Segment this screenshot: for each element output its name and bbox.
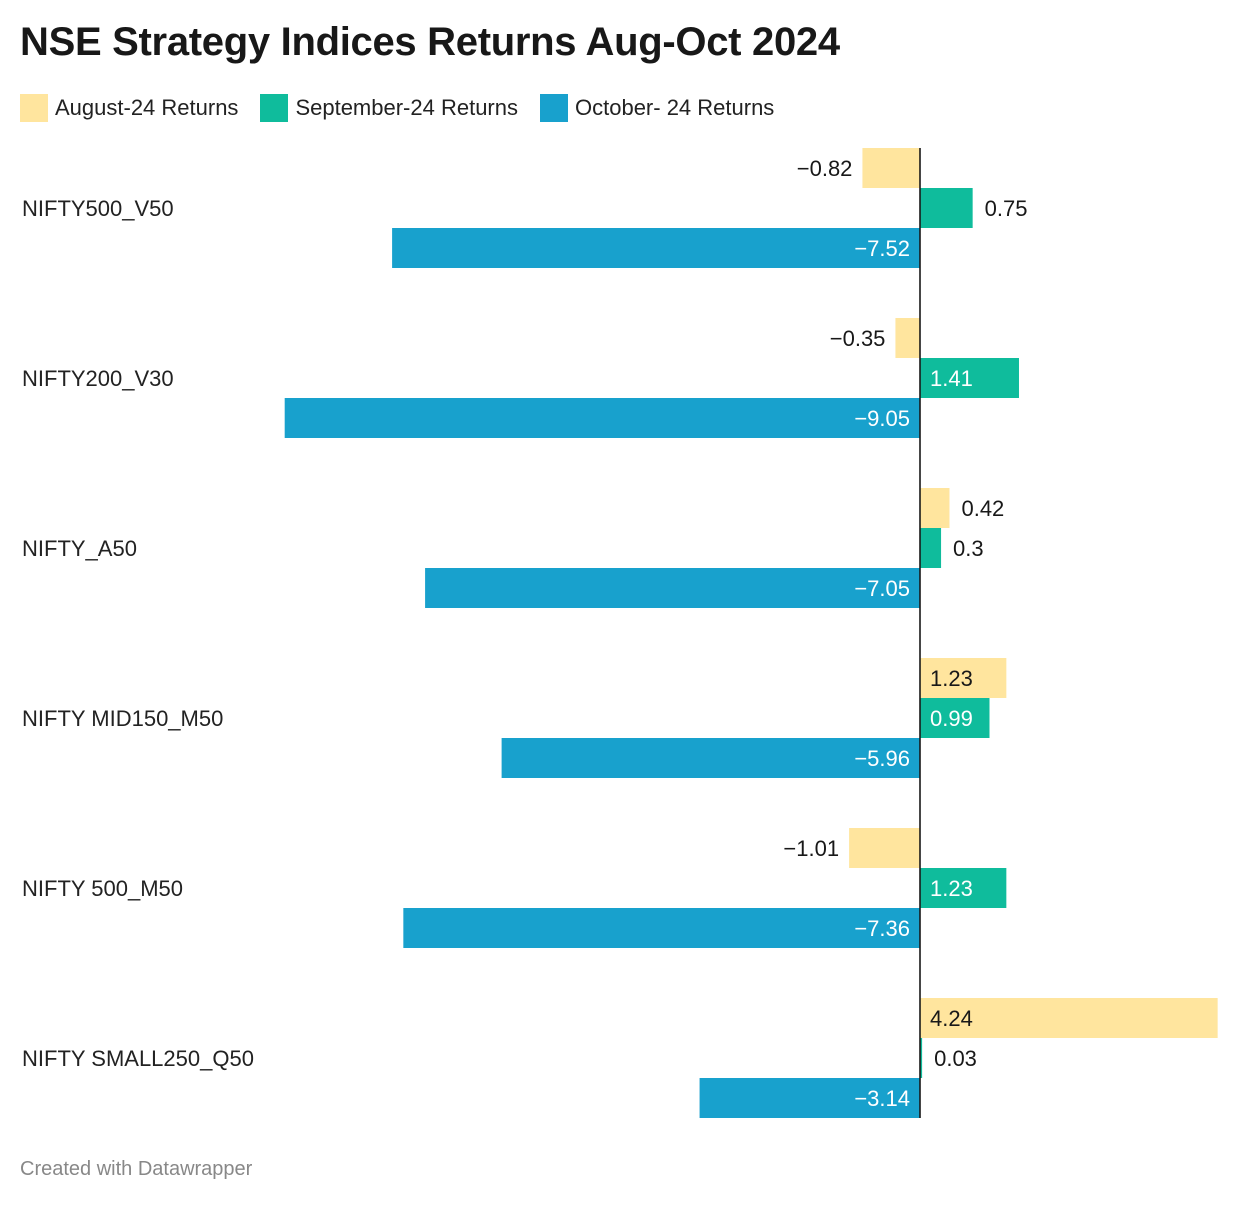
- footer-credit: Created with Datawrapper: [20, 1158, 253, 1180]
- bar-august: [862, 148, 920, 188]
- legend-item-august: August-24 Returns: [20, 94, 238, 122]
- legend-swatch-september: [260, 94, 289, 122]
- bar-september: [920, 528, 942, 568]
- legend-swatch-august: [20, 94, 48, 122]
- bar-october: [425, 568, 920, 608]
- value-label: −5.96: [854, 746, 910, 771]
- value-label: 1.23: [930, 876, 973, 901]
- value-label: −1.01: [783, 836, 839, 861]
- value-label: −7.05: [854, 576, 910, 601]
- category-label: NIFTY SMALL250_Q50: [22, 1046, 254, 1071]
- legend-item-september: September-24 Returns: [260, 94, 518, 122]
- value-label: −7.36: [854, 916, 910, 941]
- value-label: −9.05: [854, 406, 910, 431]
- bar-october: [284, 398, 920, 438]
- value-label: 0.75: [985, 196, 1028, 221]
- value-label: 1.23: [930, 666, 973, 691]
- value-label: −3.14: [854, 1086, 910, 1111]
- category-label: NIFTY200_V30: [22, 366, 174, 391]
- chart-title: NSE Strategy Indices Returns Aug-Oct 202…: [20, 20, 840, 64]
- bar-august: [849, 828, 920, 868]
- bar-september: [920, 868, 1007, 908]
- value-label: 4.24: [930, 1006, 973, 1031]
- value-label: 0.99: [930, 706, 973, 731]
- category-label: NIFTY500_V50: [22, 196, 174, 221]
- category-label: NIFTY_A50: [22, 536, 137, 561]
- legend: August-24 Returns September-24 Returns O…: [20, 93, 796, 123]
- legend-label-september: September-24 Returns: [295, 95, 518, 120]
- bar-august: [920, 658, 1007, 698]
- value-label: 0.03: [934, 1046, 977, 1071]
- bar-chart: NIFTY500_V50 −0.82 0.75 −7.52 NIFTY200_V30 −0…: [22, 148, 1218, 1118]
- bar-september: [920, 1038, 923, 1078]
- value-label: −0.35: [830, 326, 886, 351]
- bar-october: [403, 908, 920, 948]
- category-label: NIFTY MID150_M50: [22, 706, 223, 731]
- bar-august: [920, 998, 1218, 1038]
- bar-september: [920, 188, 973, 228]
- bar-september: [920, 698, 990, 738]
- value-label: −7.52: [854, 236, 910, 261]
- bar-august: [920, 488, 950, 528]
- category-label: NIFTY 500_M50: [22, 876, 183, 901]
- bar-october: [501, 738, 920, 778]
- bar-october: [392, 228, 920, 268]
- legend-item-october: October- 24 Returns: [540, 94, 774, 122]
- bar-august: [895, 318, 920, 358]
- legend-label-august: August-24 Returns: [55, 95, 239, 120]
- legend-label-october: October- 24 Returns: [575, 95, 775, 120]
- legend-swatch-october: [540, 94, 568, 122]
- value-label: 1.41: [930, 366, 973, 391]
- value-label: −0.82: [797, 156, 853, 181]
- value-label: 0.3: [953, 536, 984, 561]
- bar-october: [699, 1078, 920, 1118]
- bar-september: [920, 358, 1019, 398]
- value-label: 0.42: [961, 496, 1004, 521]
